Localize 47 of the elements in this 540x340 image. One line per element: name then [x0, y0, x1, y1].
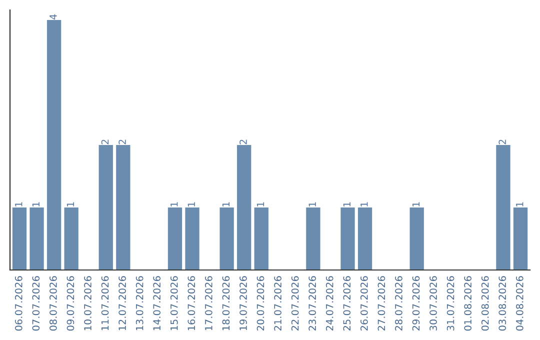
- data-label: 1: [360, 202, 368, 206]
- data-label: 2: [240, 140, 247, 144]
- data-label: 1: [256, 202, 264, 206]
- x-tick-label: 24.07.2026: [326, 276, 334, 331]
- x-tick-label: 06.07.2026: [14, 276, 22, 331]
- x-tick-label: 03.08.2026: [498, 276, 506, 331]
- data-label: 2: [498, 140, 506, 144]
- x-tick-label: 04.08.2026: [516, 276, 524, 331]
- x-tick-label: 15.07.2026: [170, 276, 178, 330]
- x-tick-label: 27.07.2026: [378, 276, 386, 331]
- data-label: 2: [101, 140, 109, 144]
- data-label: 1: [222, 202, 230, 206]
- x-tick-label: 08.07.2026: [50, 276, 57, 331]
- x-tick-label: 07.07.2026: [32, 276, 40, 331]
- x-tick-label: 09.07.2026: [66, 276, 74, 331]
- x-tick-label: 30.07.2026: [430, 276, 437, 330]
- x-tick-label: 16.07.2026: [188, 276, 196, 330]
- x-tick-label: 19.07.2026: [240, 276, 247, 330]
- data-label: 1: [15, 202, 22, 206]
- x-tick-label: 31.07.2026: [446, 276, 454, 330]
- data-label: 1: [343, 202, 350, 206]
- x-tick-label: 12.07.2026: [118, 276, 126, 330]
- x-tick-label: 26.07.2026: [360, 276, 368, 331]
- x-tick-label: 22.07.2026: [291, 276, 299, 331]
- data-label: 1: [308, 202, 316, 206]
- x-tick-label: 21.07.2026: [274, 276, 282, 331]
- x-tick-label: 20.07.2026: [256, 276, 264, 331]
- x-tick-label: 01.08.2026: [464, 276, 472, 331]
- data-label: 2: [118, 140, 126, 144]
- data-label: 1: [66, 202, 74, 206]
- data-label: 1: [32, 202, 40, 206]
- x-tick-label: 29.07.2026: [412, 276, 420, 331]
- x-tick-label: 13.07.2026: [136, 276, 144, 330]
- x-tick-label: 23.07.2026: [308, 276, 316, 331]
- x-tick-label: 10.07.2026: [84, 276, 92, 330]
- x-tick-label: 17.07.2026: [205, 276, 212, 330]
- data-label: 1: [412, 202, 420, 206]
- data-label: 1: [516, 202, 524, 206]
- x-tick-label: 28.07.2026: [395, 276, 402, 331]
- data-label: 1: [188, 202, 195, 206]
- x-tick-label: 14.07.2026: [153, 276, 161, 330]
- data-label: 4: [50, 14, 57, 20]
- x-tick-label: 11.07.2026: [101, 276, 109, 330]
- data-label: 1: [170, 202, 178, 206]
- x-tick-label: 18.07.2026: [222, 276, 230, 330]
- x-tick-label: 02.08.2026: [481, 276, 489, 331]
- x-tick-label: 25.07.2026: [343, 276, 351, 331]
